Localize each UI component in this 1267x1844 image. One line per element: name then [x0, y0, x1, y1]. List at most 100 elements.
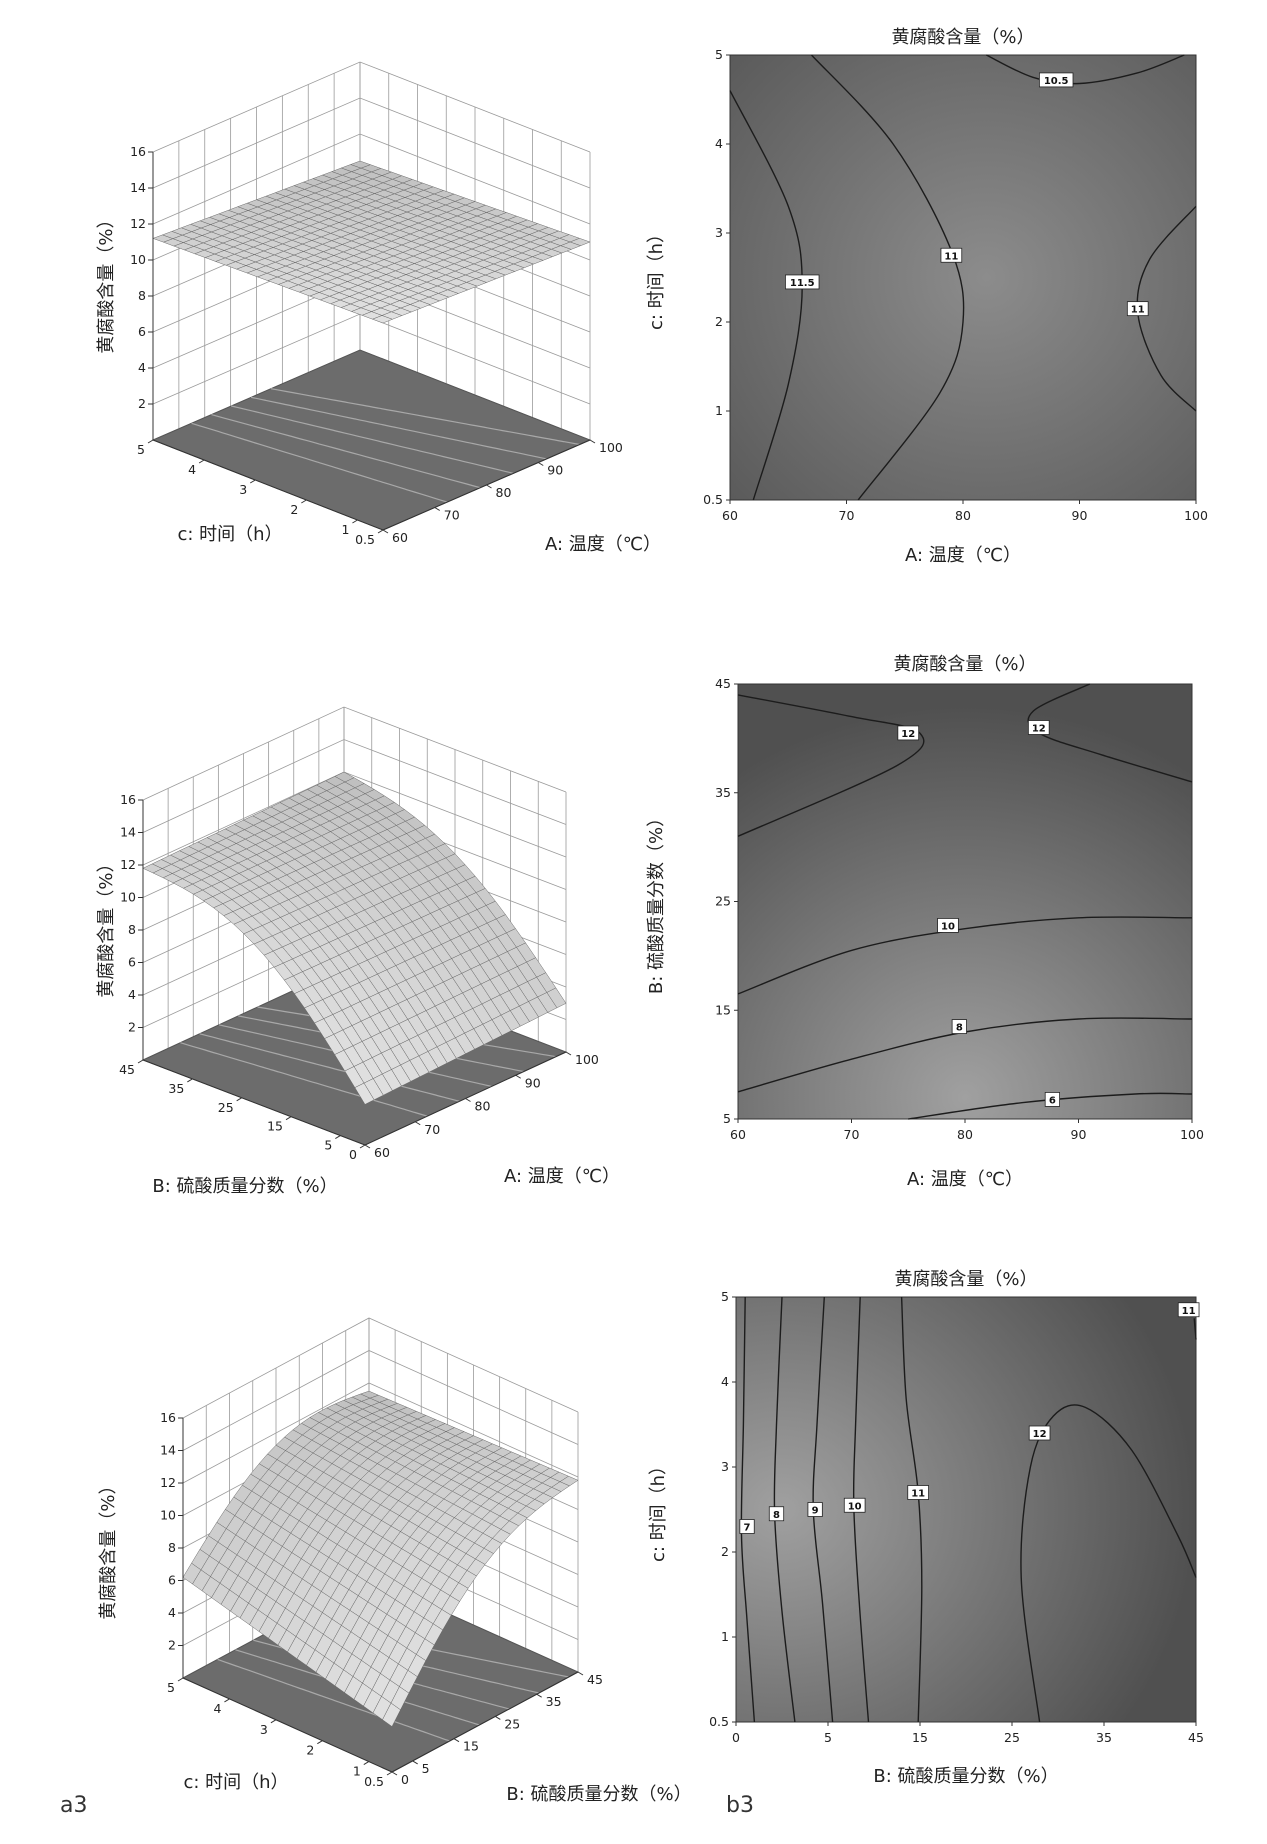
y-tick-mark — [147, 439, 154, 444]
contour-label: 11 — [1177, 1302, 1200, 1318]
panel-label-b3: b3 — [726, 1793, 754, 1818]
x-tick-label: 60 — [374, 1145, 390, 1160]
contour-label-box — [897, 725, 920, 741]
x-tick-label: 70 — [444, 508, 460, 523]
y-tick-label: 35 — [168, 1081, 184, 1096]
x-tick-label: 45 — [1188, 1730, 1204, 1745]
contour-label-box — [785, 274, 820, 290]
y-tick-label: 4 — [721, 1374, 729, 1389]
z-tick-label: 10 — [120, 890, 136, 905]
contour-line-12 — [1020, 1404, 1197, 1723]
z-tick-label: 4 — [128, 987, 136, 1002]
y-tick-label: 3 — [239, 482, 247, 497]
z-tick-label: 12 — [160, 1475, 176, 1490]
y-axis — [142, 1059, 366, 1146]
y-tick-mark — [317, 1740, 323, 1745]
contour-label-text: 12 — [1032, 724, 1046, 735]
x-tick-label: 100 — [575, 1052, 599, 1067]
surface-cell — [371, 315, 394, 324]
contour-label-text: 6 — [1049, 1095, 1056, 1106]
z-axis-label: 黄腐酸含量（%） — [96, 210, 117, 353]
contour-line-10 — [737, 916, 1193, 995]
contour-label-box — [1044, 1092, 1060, 1107]
contour-label: 11.5 — [785, 274, 820, 290]
x-tick-label: 15 — [463, 1739, 479, 1754]
x-tick-label: 70 — [844, 1127, 860, 1142]
y-tick-label: 5 — [723, 1111, 731, 1126]
contour-label-text: 11 — [944, 251, 958, 262]
contour-label: 8 — [951, 1019, 967, 1034]
x-tick-label: 0 — [401, 1772, 409, 1787]
x-tick-label: 80 — [496, 485, 512, 500]
contour-line-6 — [908, 1092, 1193, 1120]
y-tick-mark — [377, 529, 384, 534]
x-tick-mark — [486, 484, 492, 489]
contour-line-11 — [810, 54, 965, 501]
contour-line-7 — [740, 1296, 756, 1723]
y-tick-label: 5 — [167, 1680, 175, 1695]
contour-label-box — [1027, 720, 1050, 735]
y-tick-label: 15 — [267, 1119, 283, 1134]
z-tick-label: 12 — [130, 216, 146, 231]
x-tick-label: 15 — [912, 1730, 928, 1745]
x-tick-label: 90 — [547, 463, 563, 478]
z-tick-label: 6 — [138, 324, 146, 339]
x-tick-label: 70 — [839, 508, 855, 523]
y-tick-label: 35 — [715, 785, 731, 800]
z-tick-label: 6 — [128, 955, 136, 970]
contour-label: 8 — [768, 1506, 785, 1522]
z-tick-label: 2 — [168, 1638, 176, 1653]
y-axis — [152, 439, 384, 531]
y-axis-label: B: 硫酸质量分数（%） — [152, 1176, 337, 1197]
surface-floor-contour — [191, 422, 448, 503]
x-tick-mark — [536, 1693, 542, 1698]
y-tick-mark — [224, 1698, 230, 1703]
x-axis-label: A: 温度（℃） — [545, 534, 661, 555]
z-axis-label: 黄腐酸含量（%） — [96, 854, 117, 997]
contour-label-box — [951, 1019, 967, 1034]
y-tick-label: 3 — [721, 1459, 729, 1474]
y-tick-label: 0.5 — [364, 1774, 384, 1789]
z-tick-label: 2 — [138, 396, 146, 411]
contour-label: 9 — [807, 1502, 823, 1517]
contour-label-box — [807, 1502, 823, 1517]
surface-mesh — [152, 160, 591, 324]
y-tick-mark — [285, 1116, 292, 1121]
x-tick-label: 60 — [730, 1127, 746, 1142]
z-tick-label: 6 — [168, 1573, 176, 1588]
contour-label-box — [1177, 1302, 1200, 1318]
x-axis-label: A: 温度（℃） — [504, 1166, 620, 1187]
y-tick-label: 1 — [341, 522, 349, 537]
z-tick-label: 14 — [130, 180, 146, 195]
contour-label: 11 — [940, 247, 963, 263]
contour-label-text: 11.5 — [790, 278, 815, 289]
contour-label: 6 — [1044, 1092, 1060, 1107]
contour-label-text: 12 — [901, 729, 915, 740]
y-tick-label: 1 — [715, 403, 723, 418]
x-tick-label: 80 — [475, 1099, 491, 1114]
contour-label-box — [1028, 1425, 1051, 1441]
x-tick-mark — [434, 507, 441, 511]
z-tick-label: 14 — [160, 1443, 176, 1458]
surface-cell — [382, 1702, 401, 1727]
contour-label-text: 11 — [1131, 305, 1145, 316]
y-axis-label: B: 硫酸质量分数（%） — [646, 809, 667, 994]
z-tick-label: 8 — [128, 922, 136, 937]
y-axis — [182, 1677, 393, 1773]
x-tick-mark — [495, 1716, 501, 1720]
x-tick-mark — [414, 1121, 421, 1126]
contour-chart-2: 12 12 10 8 6 60 70 80 90 100 5 15 25 35 45 黄腐酸含量（%） A: 温… — [646, 654, 1204, 1190]
z-tick-label: 4 — [168, 1605, 176, 1620]
x-tick-label: 35 — [1096, 1730, 1112, 1745]
y-tick-label: 2 — [715, 314, 723, 329]
x-tick-label: 60 — [392, 530, 408, 545]
contour-label-text: 11 — [1182, 1306, 1196, 1317]
contour-label-text: 10.5 — [1044, 76, 1069, 87]
x-axis-label: A: 温度（℃） — [907, 1169, 1023, 1190]
contour-line-12 — [737, 694, 925, 837]
y-tick-label: 1 — [353, 1764, 361, 1779]
contour-label-box — [843, 1497, 866, 1513]
y-tick-label: 2 — [306, 1743, 314, 1758]
contour-label-text: 7 — [744, 1523, 751, 1534]
z-tick-label: 8 — [138, 288, 146, 303]
